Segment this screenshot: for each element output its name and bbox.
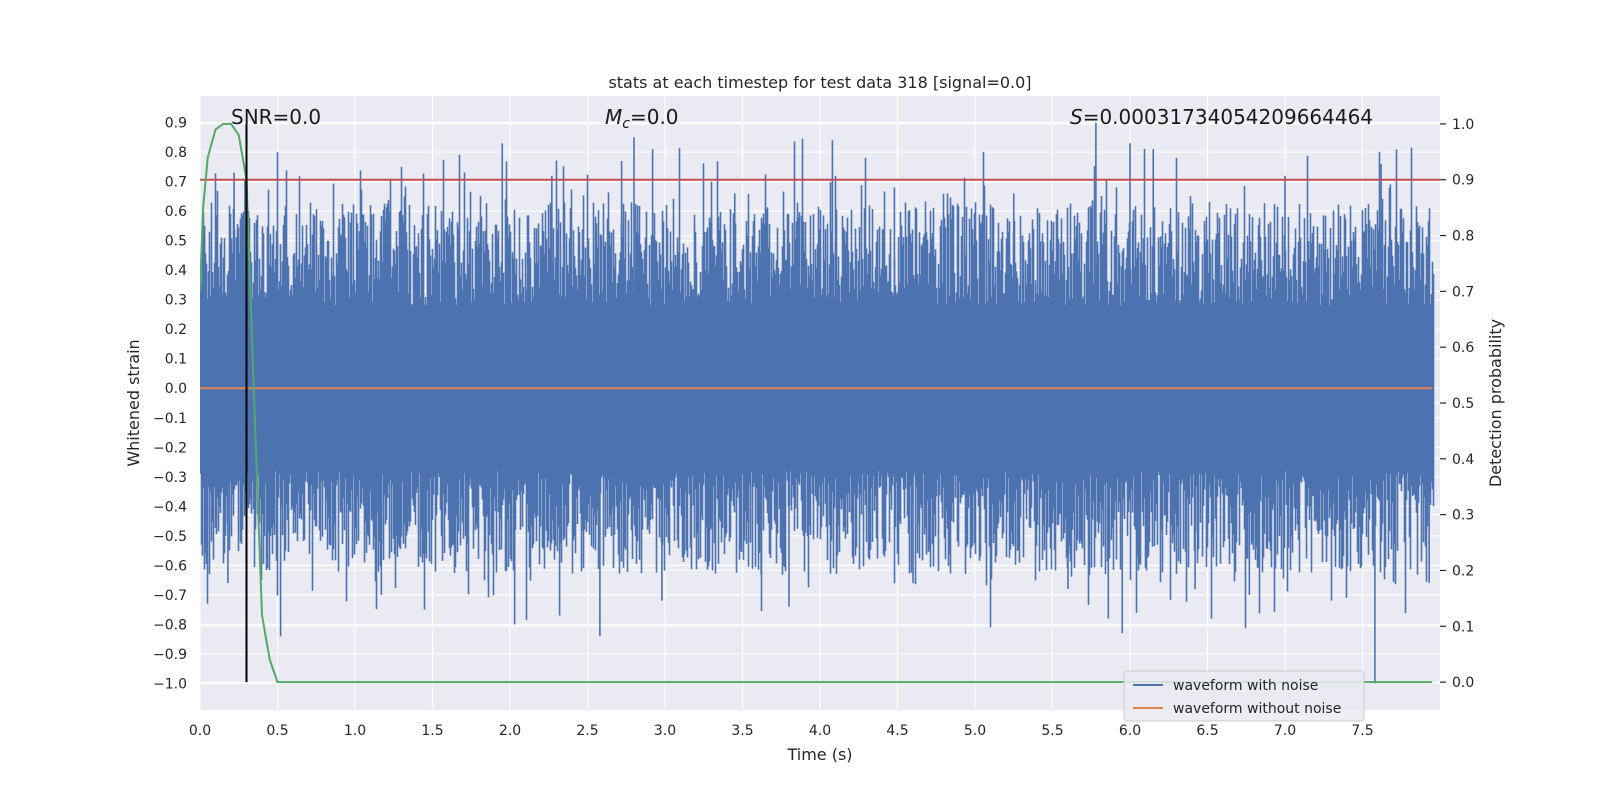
x-tick-label: 2.5 (576, 723, 598, 739)
y-tick-label: 0.4 (165, 263, 187, 279)
y-tick-label: −0.3 (153, 470, 187, 486)
legend-label-noise: waveform with noise (1173, 678, 1318, 694)
y-tick-label: 0.7 (165, 175, 187, 191)
mc-value: =0.0 (630, 105, 679, 129)
y-axis-title: Whitened strain (124, 339, 143, 466)
x-tick-label: 0.5 (266, 723, 288, 739)
x-tick-label: 7.0 (1274, 723, 1296, 739)
legend-label-clean: waveform without noise (1173, 701, 1341, 717)
y2-tick-label: 0.1 (1452, 619, 1474, 635)
mc-annotation: Mc=0.0 (605, 105, 679, 132)
y-tick-label: −0.8 (153, 617, 187, 633)
x-tick-label: 4.5 (886, 723, 908, 739)
y-tick-label: 0.6 (165, 204, 187, 220)
legend-box (1123, 670, 1365, 722)
series-detection-probability (200, 122, 1433, 684)
y-tick-label: 0.5 (165, 234, 187, 250)
s-value: =0.00031734054209664464 (1083, 105, 1373, 129)
y-tick-label: −0.7 (153, 588, 187, 604)
x-tick-label: 0.0 (189, 723, 211, 739)
y2-tick-label: 0.8 (1452, 229, 1474, 245)
y-tick-label: 0.9 (165, 116, 187, 132)
x-tick-label: 3.0 (654, 723, 676, 739)
y2-tick-label: 0.4 (1452, 452, 1474, 468)
y-tick-label: 0.0 (165, 381, 187, 397)
snr-annotation: SNR=0.0 (231, 105, 321, 129)
x-tick-label: 6.5 (1196, 723, 1218, 739)
y-tick-label: −0.1 (153, 411, 187, 427)
y2-tick-label: 0.0 (1452, 675, 1474, 691)
noise-band (200, 138, 1435, 629)
y2-tick-label: 0.7 (1452, 284, 1474, 300)
y-tick-label: −1.0 (153, 676, 187, 692)
s-symbol: S (1070, 105, 1083, 129)
x-tick-label: 5.0 (964, 723, 986, 739)
mc-symbol: M (605, 105, 622, 129)
mc-subscript: c (622, 116, 630, 132)
x-tick-label: 1.0 (344, 723, 366, 739)
x-tick-label: 7.5 (1351, 723, 1373, 739)
y2-axis-title: Detection probability (1486, 319, 1505, 487)
y-tick-label: −0.5 (153, 529, 187, 545)
y2-tick-label: 0.5 (1452, 396, 1474, 412)
x-tick-label: 5.5 (1041, 723, 1063, 739)
y-ticks: 0.9 0.8 0.7 0.6 0.5 0.4 0.3 0.2 0.1 0.0 −0.1 −0.2 −0… (153, 116, 187, 693)
y2-tick-label: 0.2 (1452, 563, 1474, 579)
x-tick-label: 4.0 (809, 723, 831, 739)
series-waveform-with-noise (200, 122, 1435, 684)
x-axis-title: Time (s) (786, 745, 852, 764)
y-tick-label: −0.6 (153, 558, 187, 574)
y2-tick-label: 1.0 (1452, 117, 1474, 133)
y-tick-label: 0.2 (165, 322, 187, 338)
x-tick-label: 6.0 (1119, 723, 1141, 739)
y2-tick-label: 0.6 (1452, 340, 1474, 356)
x-tick-label: 2.0 (499, 723, 521, 739)
chart-title: stats at each timestep for test data 318… (608, 73, 1031, 92)
x-ticks: 0.0 0.5 1.0 1.5 2.0 2.5 3.0 3.5 4.0 4.5 5.0 5.5 6.0 6… (189, 723, 1374, 739)
y-tick-label: −0.4 (153, 499, 187, 515)
y-tick-label: 0.3 (165, 293, 187, 309)
x-tick-label: 3.5 (731, 723, 753, 739)
y2-tick-label: 0.9 (1452, 173, 1474, 189)
x-tick-label: 1.5 (421, 723, 443, 739)
legend: waveform with noise waveform without noi… (1123, 670, 1365, 722)
y-tick-label: −0.2 (153, 440, 187, 456)
y-tick-label: 0.8 (165, 145, 187, 161)
y-tick-label: −0.9 (153, 647, 187, 663)
y2-tick-label: 0.3 (1452, 508, 1474, 524)
y2-ticks: 1.0 0.9 0.8 0.7 0.6 0.5 0.4 0.3 0.2 0.1 0.0 (1440, 117, 1474, 691)
y-tick-label: 0.1 (165, 352, 187, 368)
s-annotation: S=0.00031734054209664464 (1070, 105, 1373, 129)
